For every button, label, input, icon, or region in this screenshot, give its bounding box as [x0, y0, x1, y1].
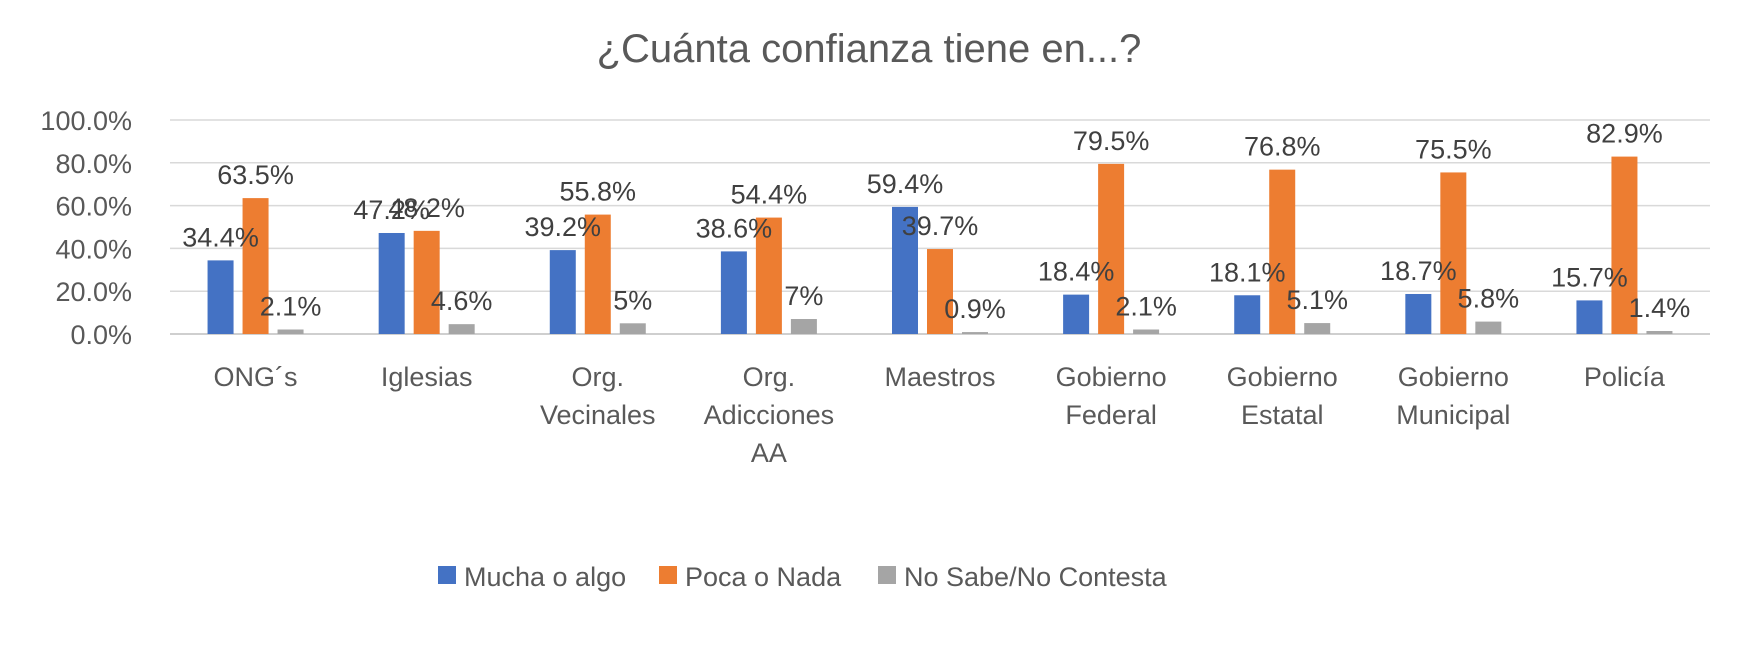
category-label: Gobierno Municipal — [1396, 362, 1510, 430]
legend-label: Mucha o algo — [464, 562, 626, 592]
legend-swatch — [659, 566, 677, 584]
category-label-line: Gobierno — [1056, 362, 1167, 392]
bar-no-sabe-no-contesta-6 — [1304, 323, 1331, 334]
bar-mucha-o-algo-6 — [1234, 295, 1261, 334]
bar-mucha-o-algo-4 — [892, 206, 918, 334]
bar-no-sabe-no-contesta-2 — [619, 323, 646, 334]
bar-mucha-o-algo-2 — [549, 250, 576, 334]
data-label: 55.8% — [559, 177, 636, 207]
data-label: 76.8% — [1244, 132, 1321, 162]
category-label-line: AA — [751, 438, 787, 468]
category-label-line: Vecinales — [540, 400, 656, 430]
chart-title: ¿Cuánta confianza tiene en...? — [597, 27, 1142, 71]
y-axis-tick-labels: 0.0% 20.0% 40.0% 60.0% 80.0% 100.0% — [40, 106, 132, 350]
y-tick-label: 100.0% — [40, 106, 132, 136]
bar-no-sabe-no-contesta-7 — [1475, 321, 1502, 334]
data-label: 82.9% — [1586, 119, 1663, 149]
category-label-line: Adicciones — [704, 400, 835, 430]
category-label-line: Estatal — [1241, 400, 1324, 430]
data-label: 18.1% — [1209, 257, 1286, 287]
bar-poca-o-nada-2 — [584, 214, 611, 334]
bar-poca-o-nada-6 — [1269, 169, 1296, 334]
category-label-line: Iglesias — [381, 362, 473, 392]
bars — [207, 156, 1673, 334]
data-label: 38.6% — [696, 213, 773, 243]
x-axis-category-labels: ONG´s Iglesias Org. Vecinales Org. Adicciones… — [214, 362, 1666, 468]
bar-poca-o-nada-0 — [242, 198, 269, 334]
data-label: 79.5% — [1073, 126, 1150, 156]
bar-no-sabe-no-contesta-8 — [1646, 331, 1673, 334]
bar-mucha-o-algo-8 — [1576, 300, 1603, 334]
category-label: ONG´s — [214, 362, 298, 392]
data-label: 2.1% — [1115, 292, 1177, 322]
data-label: 7% — [784, 281, 823, 311]
bar-poca-o-nada-7 — [1440, 172, 1467, 334]
bar-no-sabe-no-contesta-1 — [448, 324, 475, 334]
y-tick-label: 0.0% — [70, 320, 132, 350]
category-label-line: Gobierno — [1227, 362, 1338, 392]
data-label: 39.7% — [902, 211, 979, 241]
legend-swatch — [438, 566, 456, 584]
bar-no-sabe-no-contesta-3 — [790, 319, 817, 334]
data-label: 18.4% — [1038, 257, 1115, 287]
data-label: 48.2% — [388, 193, 465, 223]
data-label: 2.1% — [260, 292, 322, 322]
category-label-line: Federal — [1065, 400, 1157, 430]
data-label: 34.4% — [182, 222, 259, 252]
category-label: Gobierno Federal — [1056, 362, 1167, 430]
data-label: 54.4% — [731, 180, 808, 210]
data-label: 5.8% — [1458, 284, 1520, 314]
data-labels: 34.4% 63.5% 2.1% 47.2%48.2% 4.6% 39.2% 55.8% 5%… — [182, 119, 1690, 324]
bar-poca-o-nada-4 — [927, 249, 953, 334]
y-tick-label: 80.0% — [55, 149, 132, 179]
bar-mucha-o-algo-3 — [720, 251, 747, 334]
data-label: 5.1% — [1286, 285, 1348, 315]
data-label: 47.2% — [353, 195, 430, 225]
data-label: 0.9% — [944, 294, 1006, 324]
category-label: Policía — [1584, 362, 1666, 392]
category-label: Maestros — [884, 362, 995, 392]
category-label-line: Org. — [743, 362, 796, 392]
bar-poca-o-nada-3 — [755, 217, 782, 334]
data-label: 39.2% — [524, 212, 601, 242]
legend: Mucha o algo Poca o Nada No Sabe/No Contes… — [438, 562, 1168, 592]
data-label: 15.7% — [1551, 262, 1628, 292]
data-label: 75.5% — [1415, 134, 1492, 164]
category-label-line: Policía — [1584, 362, 1666, 392]
data-label: 4.6% — [431, 286, 493, 316]
y-tick-label: 60.0% — [55, 192, 132, 222]
bar-poca-o-nada-1 — [413, 230, 440, 334]
y-tick-label: 40.0% — [55, 234, 132, 264]
data-label: 5% — [613, 285, 652, 315]
data-label: 59.4% — [867, 169, 944, 199]
category-label-line: Maestros — [884, 362, 995, 392]
bar-no-sabe-no-contesta-4 — [962, 332, 988, 334]
bar-poca-o-nada-8 — [1611, 156, 1638, 334]
category-label-line: Gobierno — [1398, 362, 1509, 392]
category-label: Iglesias — [381, 362, 473, 392]
category-label: Org. Vecinales — [540, 362, 656, 430]
category-label-line: Municipal — [1396, 400, 1510, 430]
bar-mucha-o-algo-7 — [1405, 293, 1432, 334]
data-label: 18.7% — [1380, 256, 1457, 286]
category-label: Org. Adicciones AA — [704, 362, 835, 468]
legend-label: No Sabe/No Contesta — [904, 562, 1168, 592]
category-label-line: ONG´s — [214, 362, 298, 392]
bar-poca-o-nada-5 — [1098, 163, 1125, 334]
bar-no-sabe-no-contesta-0 — [277, 329, 304, 334]
bar-no-sabe-no-contesta-5 — [1133, 329, 1160, 334]
category-label-line: Org. — [572, 362, 625, 392]
legend-swatch — [878, 566, 896, 584]
bar-mucha-o-algo-5 — [1063, 294, 1090, 334]
data-label: 63.5% — [217, 160, 294, 190]
legend-label: Poca o Nada — [685, 562, 842, 592]
y-tick-label: 20.0% — [55, 277, 132, 307]
data-label: 1.4% — [1629, 293, 1691, 323]
bar-mucha-o-algo-0 — [207, 260, 234, 334]
bar-mucha-o-algo-1 — [378, 232, 405, 334]
category-label: Gobierno Estatal — [1227, 362, 1338, 430]
